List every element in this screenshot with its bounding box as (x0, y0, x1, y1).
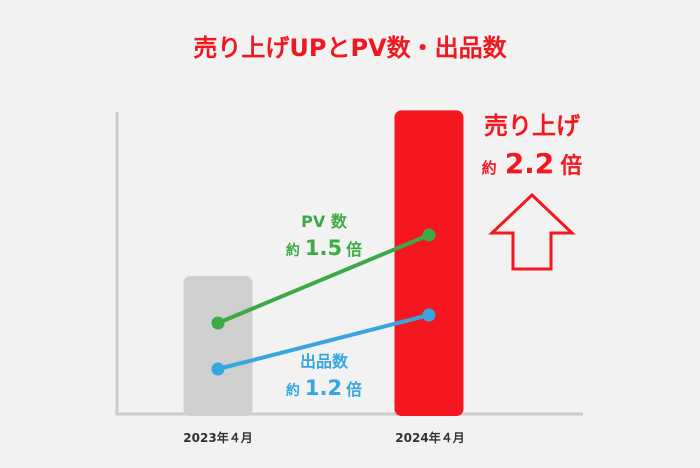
listings-multiplier: 約 1.2 倍 (286, 376, 362, 400)
bar-2024 (394, 110, 464, 417)
listings-suffix: 倍 (346, 380, 362, 399)
sales-label: 売り上げ (484, 112, 581, 140)
pv-multiplier: 約 1.5 倍 (286, 236, 362, 260)
listings-label: 出品数 (300, 352, 349, 371)
pv-point-2024 (422, 228, 436, 242)
listings-point-2023 (211, 362, 225, 376)
sales-value: 2.2 (505, 147, 555, 180)
x-tick-label-2023: 2023年４月 (183, 430, 252, 445)
pv-point-2023 (211, 316, 225, 330)
sales-multiplier: 約 2.2 倍 (482, 147, 583, 180)
pv-line (217, 233, 430, 325)
listings-point-2024 (422, 308, 436, 322)
listings-value: 1.2 (305, 376, 342, 400)
x-tick-label-2024: 2024年４月 (395, 430, 464, 445)
pv-label: PV 数 (301, 212, 348, 231)
up-arrow-icon (488, 192, 576, 271)
listings-line (217, 313, 430, 371)
chart-title: 売り上げUPとPV数・出品数 (193, 34, 507, 62)
listings-prefix: 約 (286, 382, 300, 399)
bar-2023 (183, 276, 253, 416)
sales-suffix: 倍 (560, 153, 582, 179)
pv-suffix: 倍 (346, 240, 362, 259)
sales-prefix: 約 (482, 159, 497, 177)
pv-prefix: 約 (286, 242, 300, 259)
pv-value: 1.5 (305, 236, 342, 260)
